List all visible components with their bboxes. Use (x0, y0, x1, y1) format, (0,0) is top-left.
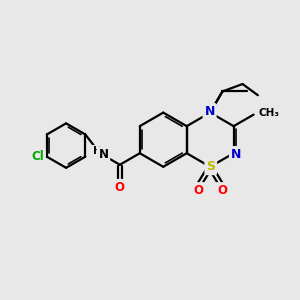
Text: O: O (115, 181, 125, 194)
Text: O: O (217, 184, 227, 197)
Text: H: H (93, 146, 102, 157)
Text: N: N (204, 105, 215, 118)
Text: S: S (206, 160, 215, 173)
Text: N: N (231, 148, 241, 161)
Text: N: N (98, 148, 108, 161)
Text: Cl: Cl (31, 150, 44, 163)
Text: O: O (194, 184, 203, 197)
Text: CH₃: CH₃ (259, 109, 280, 118)
